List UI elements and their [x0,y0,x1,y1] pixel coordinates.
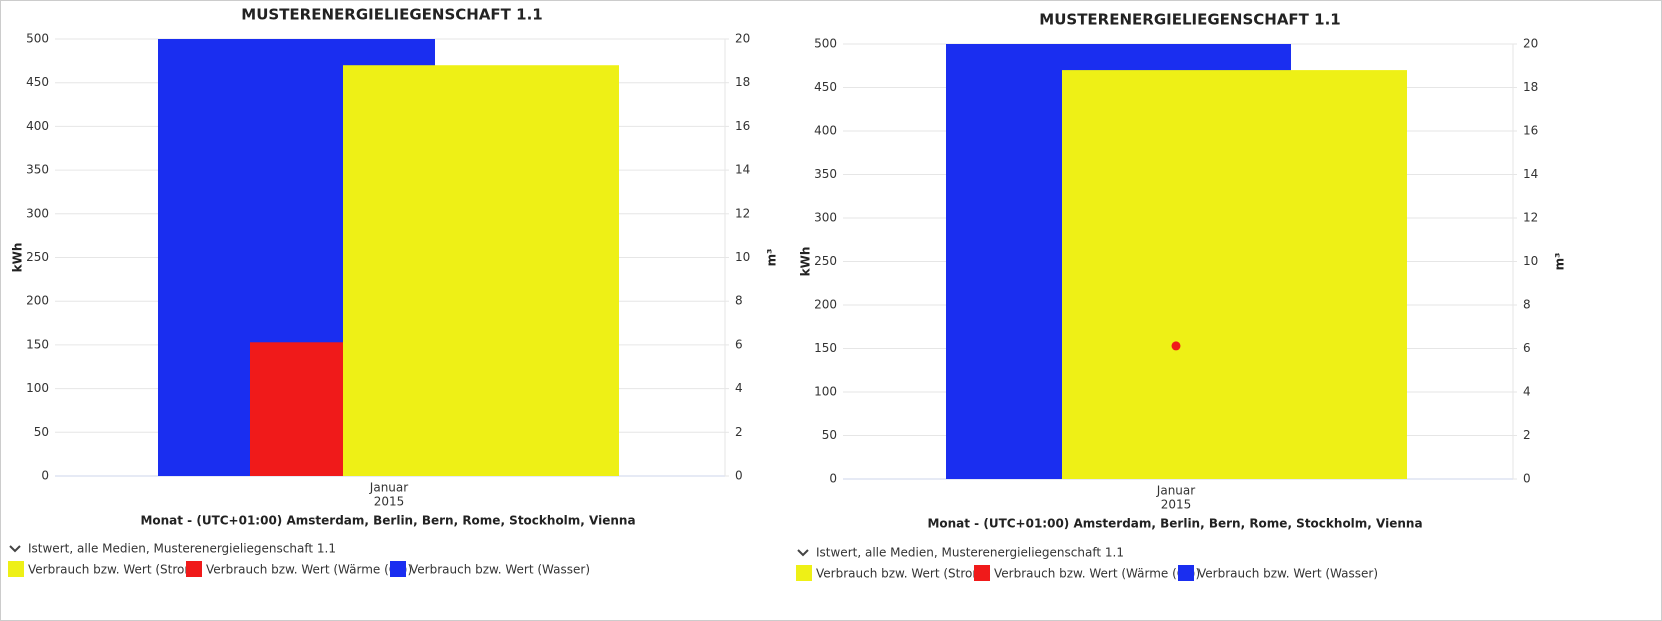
legend-swatch[interactable] [796,565,812,581]
x-tick-label: Januar [369,481,408,495]
y2-tick-label: 20 [735,32,750,46]
legend-label[interactable]: Verbrauch bzw. Wert (Strom) [816,567,989,581]
y-tick-label: 0 [41,469,49,483]
point [1171,341,1181,351]
legend-swatch[interactable] [8,561,24,577]
y2-tick-label: 2 [735,425,743,439]
y2-tick-label: 12 [735,206,750,220]
y2-tick-label: 8 [1523,298,1531,312]
y-tick-label: 150 [26,337,49,351]
y-tick-label: 250 [814,254,837,268]
y-tick-label: 50 [822,428,837,442]
y-tick-label: 450 [814,80,837,94]
y-tick-label: 450 [26,75,49,89]
legend-title: Istwert, alle Medien, Musterenergieliege… [28,542,336,556]
y-tick-label: 200 [26,294,49,308]
y-tick-label: 400 [814,124,837,138]
y2-tick-label: 16 [735,119,750,133]
legend-title: Istwert, alle Medien, Musterenergieliege… [816,546,1124,560]
x-tick-label: Januar [1156,484,1195,498]
y2-tick-label: 16 [1523,124,1538,138]
bar [250,342,343,476]
y2-tick-label: 14 [735,163,750,177]
y2-tick-label: 20 [1523,37,1538,51]
legend-label[interactable]: Verbrauch bzw. Wert (Wasser) [410,563,590,577]
y2-tick-label: 8 [735,294,743,308]
y2-tick-label: 4 [1523,385,1531,399]
y-tick-label: 100 [814,385,837,399]
bar [343,65,619,476]
y-tick-label: 50 [34,425,49,439]
legend-label[interactable]: Verbrauch bzw. Wert (Wärme (Gt)) [206,563,412,577]
legend-swatch[interactable] [974,565,990,581]
y2-tick-label: 18 [735,75,750,89]
chart-title: MUSTERENERGIELIEGENSCHAFT 1.1 [1039,11,1340,29]
legend-chevron[interactable] [9,545,21,553]
chart-title: MUSTERENERGIELIEGENSCHAFT 1.1 [241,6,542,24]
y-tick-label: 0 [829,472,837,486]
y2-tick-label: 6 [1523,341,1531,355]
legend-label[interactable]: Verbrauch bzw. Wert (Wärme (Gt)) [994,567,1200,581]
legend-label[interactable]: Verbrauch bzw. Wert (Strom) [28,563,201,577]
y-axis-title: kWh [11,243,25,273]
y-tick-label: 500 [26,32,49,46]
y2-tick-label: 4 [735,381,743,395]
y-tick-label: 300 [26,206,49,220]
legend-label[interactable]: Verbrauch bzw. Wert (Wasser) [1198,567,1378,581]
y-tick-label: 250 [26,250,49,264]
y-axis-title: kWh [799,247,813,277]
y-tick-label: 350 [26,163,49,177]
x-axis-title: Monat - (UTC+01:00) Amsterdam, Berlin, B… [927,517,1422,531]
y-tick-label: 150 [814,341,837,355]
legend-chevron[interactable] [797,549,809,557]
y2-tick-label: 2 [1523,428,1531,442]
y-tick-label: 350 [814,167,837,181]
y2-tick-label: 10 [1523,254,1538,268]
bar [1062,70,1407,479]
y2-axis-title: m³ [765,249,779,267]
y2-tick-label: 12 [1523,211,1538,225]
x-axis-title: Monat - (UTC+01:00) Amsterdam, Berlin, B… [140,514,635,528]
y-tick-label: 500 [814,37,837,51]
y2-tick-label: 0 [735,469,743,483]
y2-tick-label: 18 [1523,80,1538,94]
y2-tick-label: 10 [735,250,750,264]
y-tick-label: 200 [814,298,837,312]
y-tick-label: 300 [814,211,837,225]
y2-tick-label: 6 [735,337,743,351]
y-tick-label: 100 [26,381,49,395]
x-tick-group: 2015 [1161,498,1192,512]
y-tick-label: 400 [26,119,49,133]
legend-swatch[interactable] [1178,565,1194,581]
y2-tick-label: 0 [1523,472,1531,486]
y2-axis-title: m³ [1553,253,1567,271]
legend-swatch[interactable] [186,561,202,577]
legend-swatch[interactable] [390,561,406,577]
y2-tick-label: 14 [1523,167,1538,181]
x-tick-group: 2015 [374,495,405,509]
